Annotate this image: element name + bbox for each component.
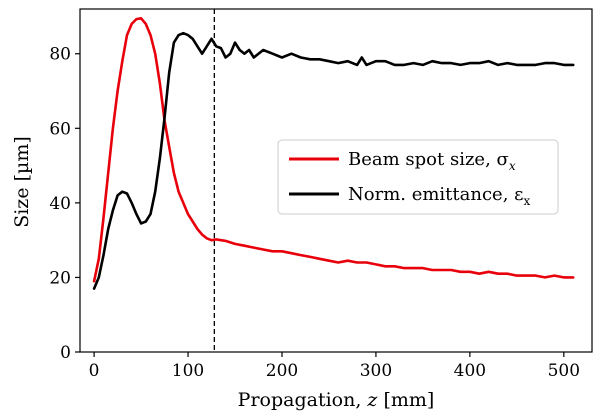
legend-label-norm-emittance: Norm. emittance, εx bbox=[348, 184, 530, 208]
y-tick-label: 40 bbox=[49, 194, 71, 214]
y-tick-label: 0 bbox=[60, 343, 71, 363]
x-tick-label: 500 bbox=[548, 361, 580, 381]
x-axis-label: Propagation, z [mm] bbox=[238, 389, 435, 411]
legend-box bbox=[277, 139, 559, 215]
y-tick-label: 80 bbox=[49, 45, 71, 65]
plot-marks bbox=[92, 9, 575, 352]
axis-ticks: 0 100 200 300 400 500 0 20 40 60 80 bbox=[49, 45, 580, 381]
x-tick-label: 300 bbox=[360, 361, 392, 381]
legend-label-beam-spot-size: Beam spot size, σx bbox=[348, 149, 516, 173]
y-axis-label: Size [µm] bbox=[11, 136, 33, 228]
plot-frame bbox=[79, 8, 593, 353]
y-tick-label: 60 bbox=[49, 119, 71, 139]
y-tick-label: 20 bbox=[49, 268, 71, 288]
legend: Beam spot size, σx Norm. emittance, εx bbox=[277, 139, 559, 215]
x-tick-label: 0 bbox=[89, 361, 100, 381]
x-tick-label: 200 bbox=[266, 361, 298, 381]
series-line-beam-spot-size bbox=[92, 16, 575, 283]
series-line-norm-emittance bbox=[92, 31, 575, 290]
x-tick-label: 100 bbox=[172, 361, 204, 381]
x-tick-label: 400 bbox=[454, 361, 486, 381]
